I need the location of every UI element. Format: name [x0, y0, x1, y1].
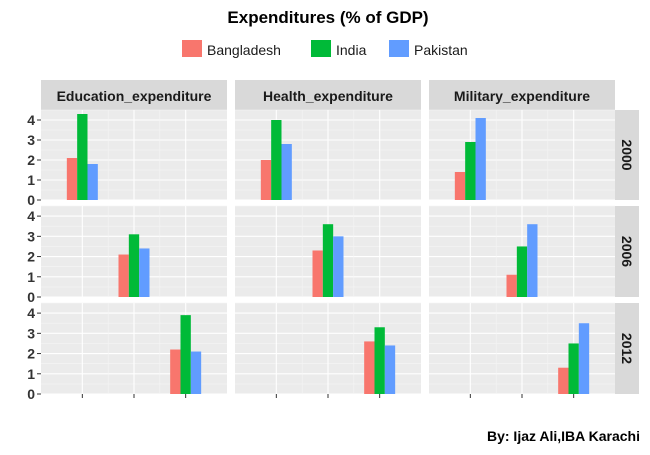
bar-2000-military-expenditure-bangladesh — [454, 172, 466, 200]
strip-row-label-2012: 2012 — [619, 333, 635, 364]
bar-2012-military-expenditure-india — [568, 343, 579, 394]
bar-2012-education-expenditure-pakistan — [190, 351, 202, 394]
legend-key-bangladesh — [182, 40, 202, 57]
y-tick-label-2000-4: 4 — [27, 112, 35, 128]
bar-2000-education-expenditure-india — [77, 114, 88, 200]
bar-2000-military-expenditure-india — [465, 142, 476, 200]
y-tick-label-2006-3: 3 — [27, 228, 35, 244]
bar-2006-health-expenditure-pakistan — [333, 236, 344, 297]
bar-2000-health-expenditure-india — [271, 120, 282, 200]
bar-2000-health-expenditure-pakistan — [281, 144, 292, 200]
bar-2012-education-expenditure-india — [180, 315, 191, 394]
bar-2012-military-expenditure-pakistan — [578, 323, 590, 394]
y-tick-label-2012-3: 3 — [27, 325, 35, 341]
strip-col-label-military-expenditure: Military_expenditure — [454, 88, 590, 104]
strip-col-label-health-expenditure: Health_expenditure — [263, 88, 393, 104]
legend-key-india — [311, 40, 331, 57]
bar-2012-health-expenditure-india — [374, 327, 385, 394]
bar-2000-health-expenditure-bangladesh — [260, 160, 272, 200]
chart-caption: By: Ijaz Ali,IBA Karachi — [487, 428, 640, 444]
y-tick-label-2012-1: 1 — [27, 366, 35, 382]
legend: Bangladesh India Pakistan — [182, 40, 468, 58]
bar-2000-education-expenditure-bangladesh — [66, 158, 78, 200]
bar-2012-military-expenditure-bangladesh — [558, 367, 569, 394]
bar-2000-military-expenditure-pakistan — [475, 118, 486, 200]
bar-2012-health-expenditure-bangladesh — [364, 341, 375, 394]
bar-2012-health-expenditure-pakistan — [384, 345, 396, 394]
legend-label-india: India — [336, 42, 367, 58]
bar-2000-education-expenditure-pakistan — [87, 164, 98, 200]
y-tick-label-2006-1: 1 — [27, 269, 35, 285]
bar-2006-military-expenditure-india — [516, 246, 528, 297]
y-tick-label-2000-1: 1 — [27, 172, 35, 188]
strip-col-bg-military-expenditure — [429, 80, 615, 110]
y-tick-label-2012-2: 2 — [27, 346, 35, 362]
y-tick-label-2012-0: 0 — [27, 386, 35, 402]
y-tick-label-2006-0: 0 — [27, 289, 35, 305]
legend-key-pakistan — [389, 40, 409, 57]
y-tick-label-2012-4: 4 — [27, 305, 35, 321]
bar-2006-military-expenditure-bangladesh — [506, 274, 517, 297]
strip-row-bg-2000 — [615, 110, 639, 200]
strip-col-label-education-expenditure: Education_expenditure — [57, 88, 212, 104]
strip-row-bg-2006 — [615, 206, 639, 297]
bar-2006-health-expenditure-bangladesh — [312, 250, 323, 297]
y-tick-label-2006-2: 2 — [27, 249, 35, 265]
bar-2006-education-expenditure-pakistan — [139, 248, 150, 297]
bar-2012-education-expenditure-bangladesh — [170, 349, 181, 394]
strip-col-bg-health-expenditure — [235, 80, 421, 110]
y-tick-label-2006-4: 4 — [27, 208, 35, 224]
strip-col-bg-education-expenditure — [41, 80, 227, 110]
bar-2006-education-expenditure-india — [128, 234, 140, 297]
legend-label-pakistan: Pakistan — [414, 42, 468, 58]
bar-2006-health-expenditure-india — [322, 224, 334, 297]
strip-row-label-2000: 2000 — [619, 139, 635, 170]
bar-2006-education-expenditure-bangladesh — [118, 254, 129, 297]
y-tick-label-2000-0: 0 — [27, 192, 35, 208]
y-tick-label-2000-3: 3 — [27, 132, 35, 148]
strip-row-bg-2012 — [615, 303, 639, 394]
y-tick-label-2000-2: 2 — [27, 152, 35, 168]
bar-2006-military-expenditure-pakistan — [527, 224, 538, 297]
legend-label-bangladesh: Bangladesh — [207, 42, 281, 58]
strip-row-label-2006: 2006 — [619, 236, 635, 267]
facet-panels: Education_expenditure Health_expenditure M… — [27, 80, 639, 402]
chart-title: Expenditures (% of GDP) — [227, 8, 428, 27]
